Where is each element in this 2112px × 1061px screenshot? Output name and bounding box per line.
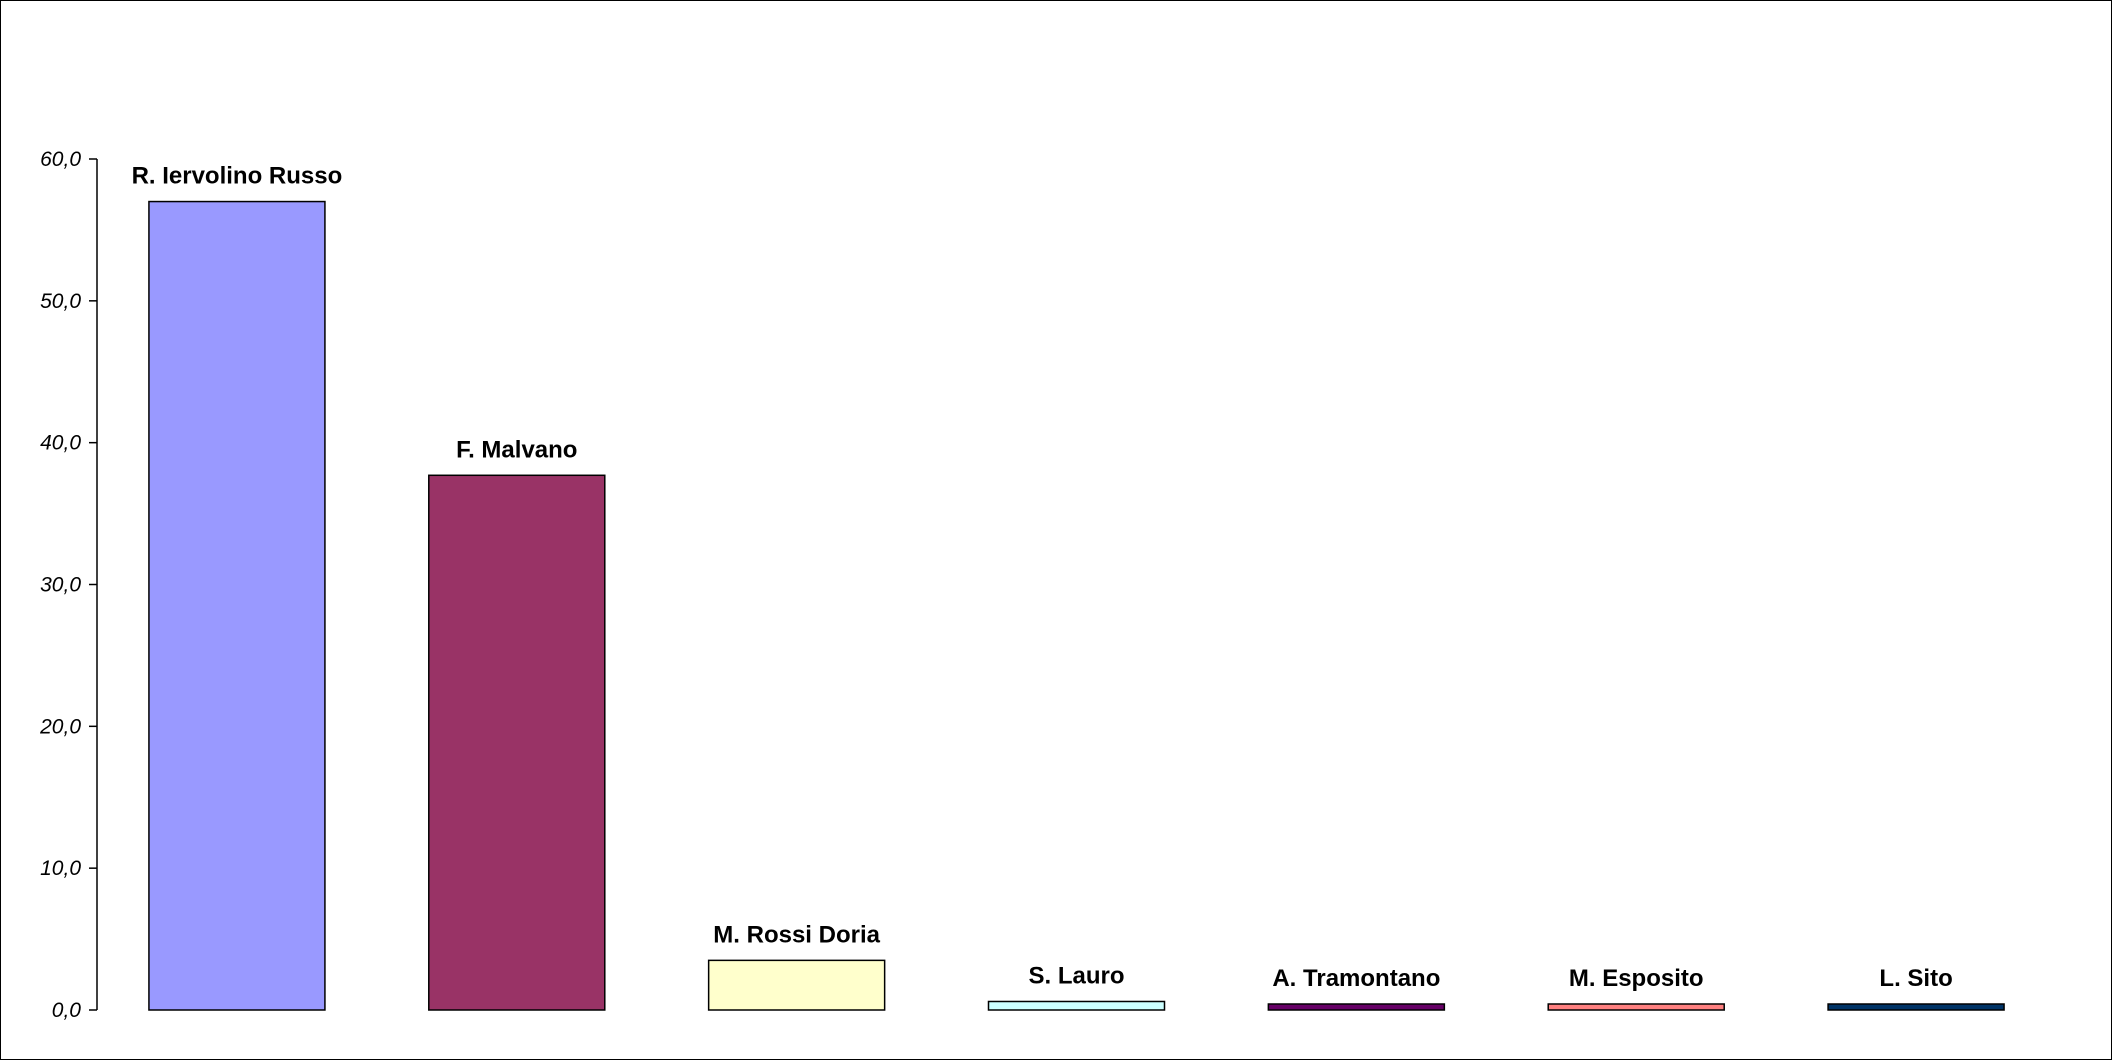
y-tick-label: 30,0 [40, 574, 81, 597]
bars [148, 200, 2005, 1011]
bar-data-label: S. Lauro [1028, 962, 1124, 989]
bar-data-label: L. Sito [1879, 965, 1952, 992]
bar-data-label: M. Esposito [1569, 965, 1704, 992]
y-tick-label: 0,0 [52, 999, 82, 1022]
bar [987, 1000, 1166, 1011]
bar-data-label: F. Malvano [456, 436, 577, 463]
y-tick-label: 40,0 [40, 432, 81, 455]
data-labels: R. Iervolino Russo F. Malvano M. Rossi Dor… [132, 163, 1953, 992]
bar [1267, 1003, 1446, 1011]
y-tick-label: 10,0 [40, 857, 81, 880]
y-tick-label: 50,0 [40, 290, 81, 313]
bar [428, 474, 606, 1011]
bar-data-label: A. Tramontano [1272, 965, 1440, 992]
bar [1827, 1003, 2005, 1011]
bar [707, 959, 886, 1011]
bar [1547, 1003, 1725, 1011]
bar [148, 200, 326, 1011]
bar-data-label: M. Rossi Doria [713, 921, 880, 948]
bar-data-label: R. Iervolino Russo [132, 163, 343, 190]
y-tick-label: 20,0 [39, 715, 81, 738]
y-tick-label: 60,0 [40, 148, 81, 171]
y-axis: 0,0 10,0 20,0 30,0 40,0 50,0 60,0 [39, 148, 98, 1022]
